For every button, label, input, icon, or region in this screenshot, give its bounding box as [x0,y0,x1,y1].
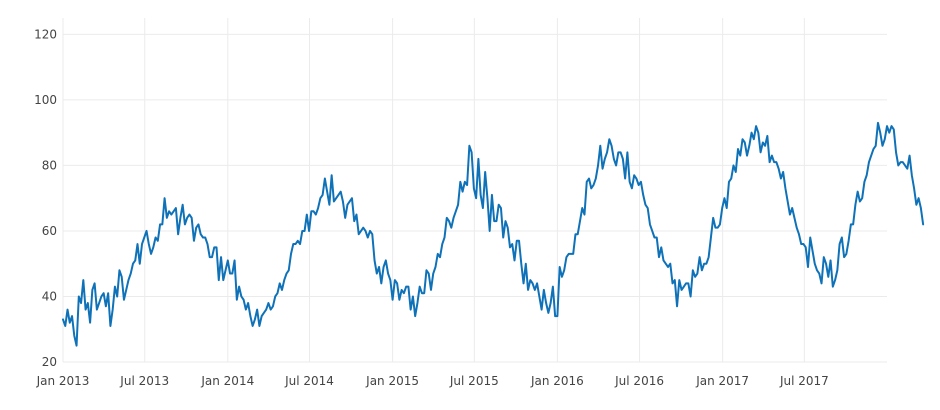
y-tick-label: 60 [42,224,57,238]
x-tick-label: Jan 2017 [695,374,749,388]
y-tick-label: 120 [34,27,57,41]
y-tick-label: 100 [34,93,57,107]
y-tick-label: 40 [42,289,57,303]
x-tick-label: Jan 2013 [36,374,90,388]
y-tick-label: 20 [42,355,57,369]
y-axis-tick-labels: 20 40 60 80 100 120 [34,27,57,369]
series-layer [62,121,925,347]
x-axis-tick-labels: Jan 2013 Jul 2013 Jan 2014 Jul 2014 Jan 2015… [36,374,829,388]
x-tick-label: Jan 2015 [365,374,419,388]
y-tick-label: 80 [42,158,57,172]
x-tick-label: Jul 2013 [119,374,169,388]
x-tick-label: Jul 2017 [779,374,829,388]
x-tick-label: Jul 2016 [614,374,664,388]
x-tick-label: Jul 2015 [449,374,499,388]
x-tick-label: Jul 2014 [284,374,334,388]
x-tick-label: Jan 2014 [200,374,254,388]
series-line [62,121,925,347]
x-tick-label: Jan 2016 [530,374,584,388]
